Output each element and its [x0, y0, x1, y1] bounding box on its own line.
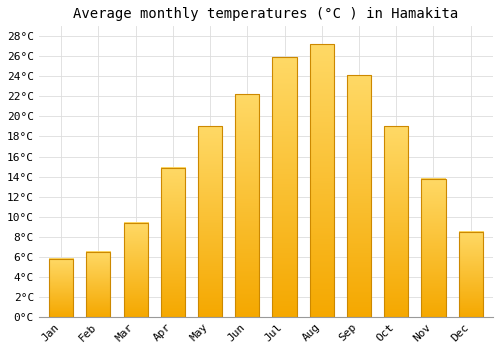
Bar — [310, 44, 334, 317]
Bar — [347, 75, 371, 317]
Bar — [384, 126, 408, 317]
Bar — [422, 178, 446, 317]
Bar — [49, 259, 73, 317]
Bar — [160, 168, 185, 317]
Bar — [272, 57, 296, 317]
Bar — [198, 126, 222, 317]
Bar — [86, 252, 110, 317]
Bar — [458, 232, 483, 317]
Bar — [124, 223, 148, 317]
Bar — [235, 94, 260, 317]
Title: Average monthly temperatures (°C ) in Hamakita: Average monthly temperatures (°C ) in Ha… — [74, 7, 458, 21]
